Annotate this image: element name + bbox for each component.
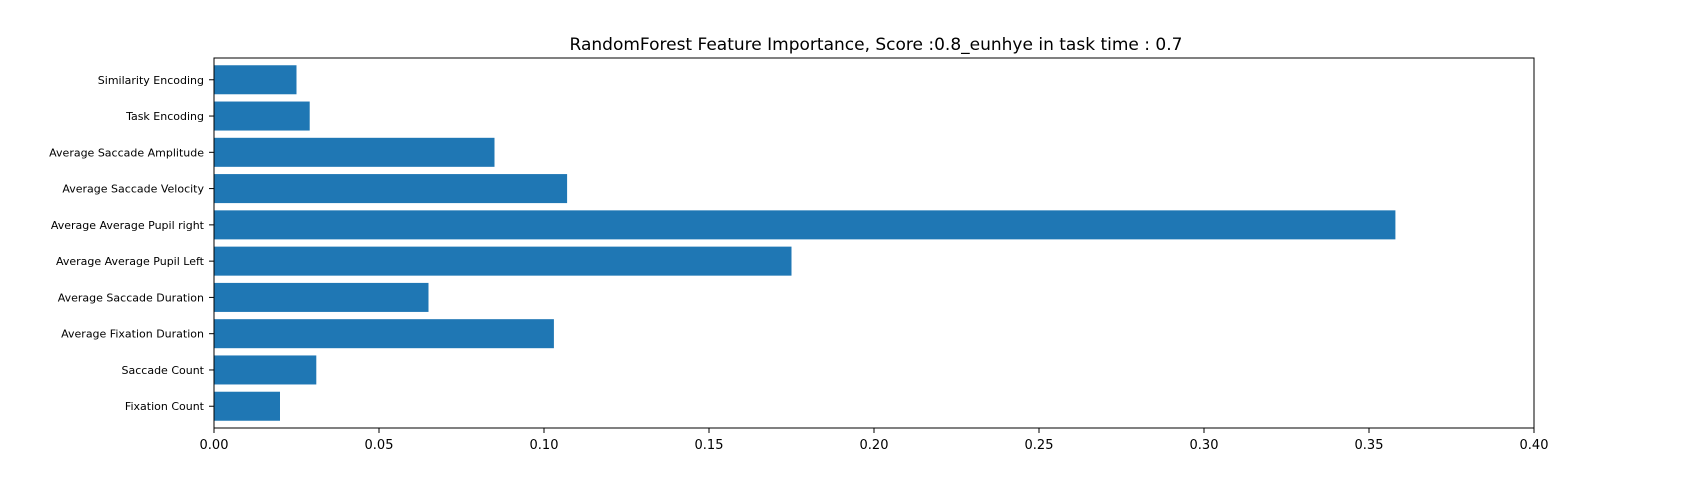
y-tick-label: Similarity Encoding [98, 74, 204, 87]
bar [214, 355, 317, 385]
bars-layer [214, 65, 1396, 421]
bar [214, 137, 495, 167]
x-tick-label: 0.05 [365, 438, 394, 453]
y-tick-label: Average Saccade Amplitude [49, 146, 204, 159]
x-tick-label: 0.00 [200, 438, 229, 453]
y-tick-label: Average Fixation Duration [61, 328, 204, 341]
x-tick-label: 0.25 [1025, 438, 1054, 453]
plot-frame [213, 57, 1535, 429]
bar [214, 174, 568, 204]
bar [214, 319, 554, 349]
y-tick-label: Average Average Pupil right [51, 219, 205, 232]
y-axis: Fixation Count Saccade Count Average Fixat… [49, 74, 214, 413]
y-tick-label: Average Saccade Velocity [62, 183, 204, 196]
x-tick-label: 0.10 [530, 438, 559, 453]
y-tick-label: Fixation Count [125, 400, 205, 413]
x-tick-label: 0.40 [1520, 438, 1549, 453]
x-tick-label: 0.15 [695, 438, 724, 453]
y-tick-label: Task Encoding [125, 110, 204, 123]
x-tick-label: 0.30 [1190, 438, 1219, 453]
y-tick-label: Average Average Pupil Left [56, 255, 205, 268]
bar [214, 246, 792, 276]
bar [214, 65, 297, 95]
x-tick-label: 0.35 [1355, 438, 1384, 453]
chart-title: RandomForest Feature Importance, Score :… [570, 35, 1183, 55]
bar [214, 282, 429, 312]
y-tick-label: Average Saccade Duration [58, 291, 204, 304]
y-tick-label: Saccade Count [122, 364, 205, 377]
x-axis: 0.00 0.05 0.10 0.15 0.20 0.25 0.30 0.35 0.40 [200, 428, 1549, 453]
bar [214, 101, 310, 131]
bar [214, 391, 280, 421]
x-tick-label: 0.20 [860, 438, 889, 453]
bar [214, 210, 1396, 240]
